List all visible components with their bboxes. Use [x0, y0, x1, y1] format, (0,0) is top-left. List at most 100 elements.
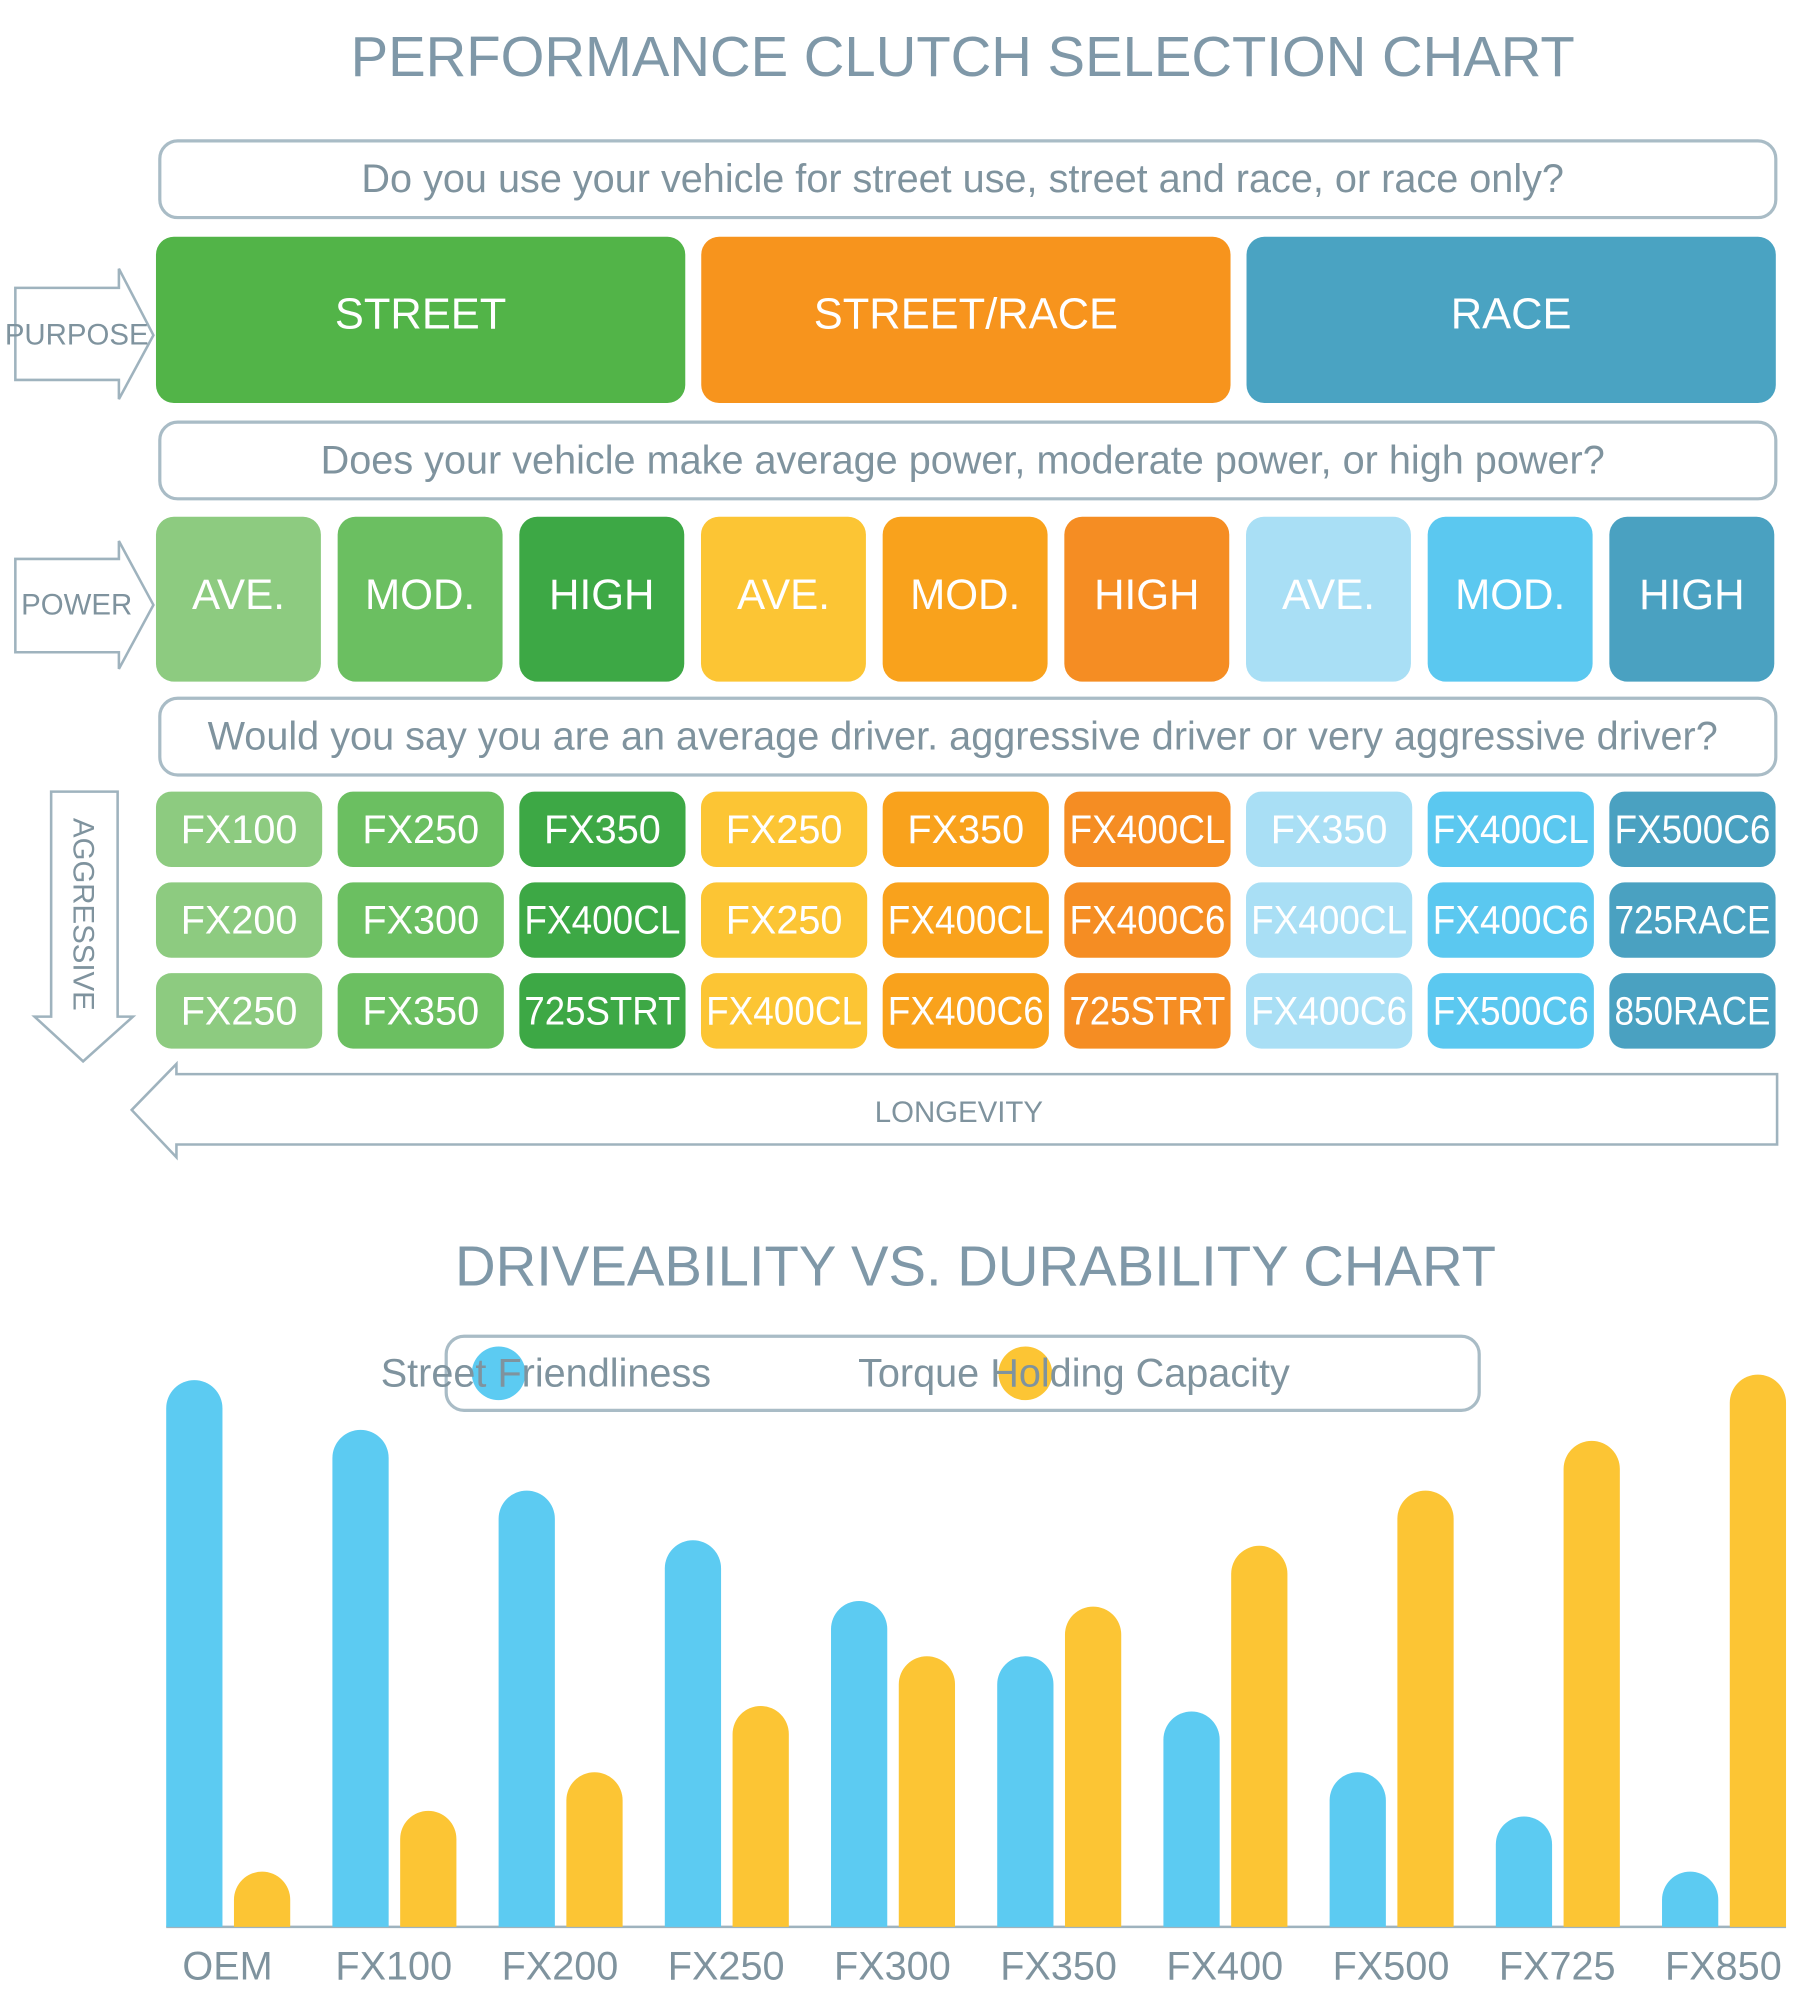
clutch-label: 725STRT — [524, 990, 680, 1034]
aggressive-label: AGGRESSIVE — [67, 818, 100, 1011]
bar — [166, 1380, 223, 1927]
power-box — [882, 516, 1048, 682]
bar — [1729, 1374, 1787, 1927]
clutch-label: FX400C6 — [1069, 899, 1225, 943]
bar — [1231, 1545, 1288, 1927]
clutch-cell — [155, 882, 323, 958]
power-label: AVE. — [1282, 571, 1375, 618]
x-tick-label: FX300 — [834, 1945, 951, 1989]
clutch-label: FX500C6 — [1433, 990, 1589, 1034]
question: Do you use your vehicle for street use, … — [361, 157, 1564, 201]
clutch-cell — [1064, 973, 1231, 1049]
bar — [1163, 1711, 1220, 1927]
question: Would you say you are an average driver.… — [208, 715, 1718, 759]
power-label: MOD. — [365, 571, 475, 618]
clutch-label: FX350 — [544, 808, 661, 852]
clutch-cell — [1246, 882, 1413, 958]
clutch-cell — [1609, 973, 1776, 1049]
clutch-label: FX400CL — [1433, 808, 1589, 852]
power-label: HIGH — [549, 571, 654, 618]
clutch-label: FX250 — [726, 808, 843, 852]
clutch-label: 725RACE — [1614, 899, 1770, 943]
purpose-box — [155, 236, 686, 403]
purpose-label: STREET — [335, 291, 506, 339]
clutch-label: FX400CL — [706, 990, 862, 1034]
clutch-label: 850RACE — [1614, 990, 1770, 1034]
clutch-cell — [155, 973, 323, 1049]
clutch-label: FX400CL — [888, 899, 1044, 943]
power-box — [1609, 516, 1775, 682]
purpose-box — [1246, 236, 1776, 403]
clutch-label: FX400CL — [1251, 899, 1407, 943]
bar — [400, 1810, 457, 1927]
bar — [332, 1429, 389, 1927]
clutch-label: FX350 — [907, 808, 1024, 852]
bar — [664, 1540, 722, 1927]
power-box — [519, 516, 685, 682]
clutch-cell — [700, 973, 868, 1049]
x-tick-label: FX200 — [502, 1945, 619, 1989]
aggressive-arrow — [31, 790, 137, 1064]
clutch-cell — [337, 791, 504, 868]
purpose-label: RACE — [1451, 291, 1572, 339]
power-box — [1246, 516, 1411, 682]
power-box — [1064, 516, 1230, 682]
bar — [1329, 1772, 1386, 1927]
power-label: MOD. — [1455, 571, 1565, 618]
clutch-label: FX350 — [1271, 808, 1388, 852]
power-box — [337, 516, 503, 682]
x-tick-label: FX250 — [668, 1945, 785, 1989]
bar — [566, 1772, 623, 1927]
clutch-cell — [882, 882, 1049, 958]
clutch-label: FX250 — [181, 990, 298, 1034]
x-tick-label: FX850 — [1665, 1945, 1782, 1989]
clutch-cell — [700, 791, 868, 868]
legend-label: Street Friendliness — [381, 1351, 711, 1395]
selection-title: PERFORMANCE CLUTCH SELECTION CHART — [351, 25, 1575, 88]
clutch-label: FX400C6 — [888, 990, 1044, 1034]
chart-title: DRIVEABILITY VS. DURABILITY CHART — [455, 1234, 1496, 1297]
x-tick-label: OEM — [182, 1945, 272, 1989]
power-label: POWER — [21, 588, 132, 621]
clutch-label: FX200 — [181, 899, 298, 943]
clutch-cell — [700, 882, 868, 958]
legend-swatch — [471, 1346, 526, 1401]
bar — [1563, 1440, 1620, 1927]
clutch-cell — [1427, 791, 1594, 868]
bar — [1495, 1816, 1553, 1927]
question: Does your vehicle make average power, mo… — [321, 438, 1605, 482]
legend-label: Torque Holding Capacity — [858, 1351, 1290, 1395]
purpose-box — [701, 236, 1231, 403]
power-label: HIGH — [1094, 571, 1199, 618]
clutch-label: FX350 — [362, 990, 479, 1034]
clutch-label: FX250 — [362, 808, 479, 852]
longevity-label: LONGEVITY — [875, 1096, 1043, 1129]
clutch-cell — [155, 791, 323, 868]
longevity-arrow — [129, 1060, 1779, 1161]
bar — [233, 1871, 291, 1927]
power-label: AVE. — [737, 571, 830, 618]
power-arrow — [14, 540, 155, 670]
clutch-label: FX400C6 — [1251, 990, 1407, 1034]
question-box — [158, 139, 1778, 220]
bar — [997, 1656, 1054, 1927]
power-box — [700, 516, 866, 682]
clutch-cell — [1246, 973, 1413, 1049]
clutch-label: FX500C6 — [1614, 808, 1770, 852]
x-tick-label: FX725 — [1499, 1945, 1616, 1989]
clutch-cell — [1609, 791, 1776, 868]
bar — [732, 1705, 789, 1927]
purpose-label: STREET/RACE — [814, 291, 1118, 339]
purpose-label: PURPOSE — [5, 319, 149, 352]
clutch-label: FX400CL — [524, 899, 680, 943]
question-box — [158, 696, 1778, 777]
legend-swatch — [998, 1346, 1053, 1401]
clutch-cell — [519, 791, 686, 868]
clutch-label: FX300 — [362, 899, 479, 943]
clutch-cell — [337, 973, 504, 1049]
bar — [898, 1656, 956, 1927]
clutch-cell — [882, 791, 1049, 868]
clutch-label: FX250 — [726, 899, 843, 943]
clutch-cell — [1246, 791, 1413, 868]
